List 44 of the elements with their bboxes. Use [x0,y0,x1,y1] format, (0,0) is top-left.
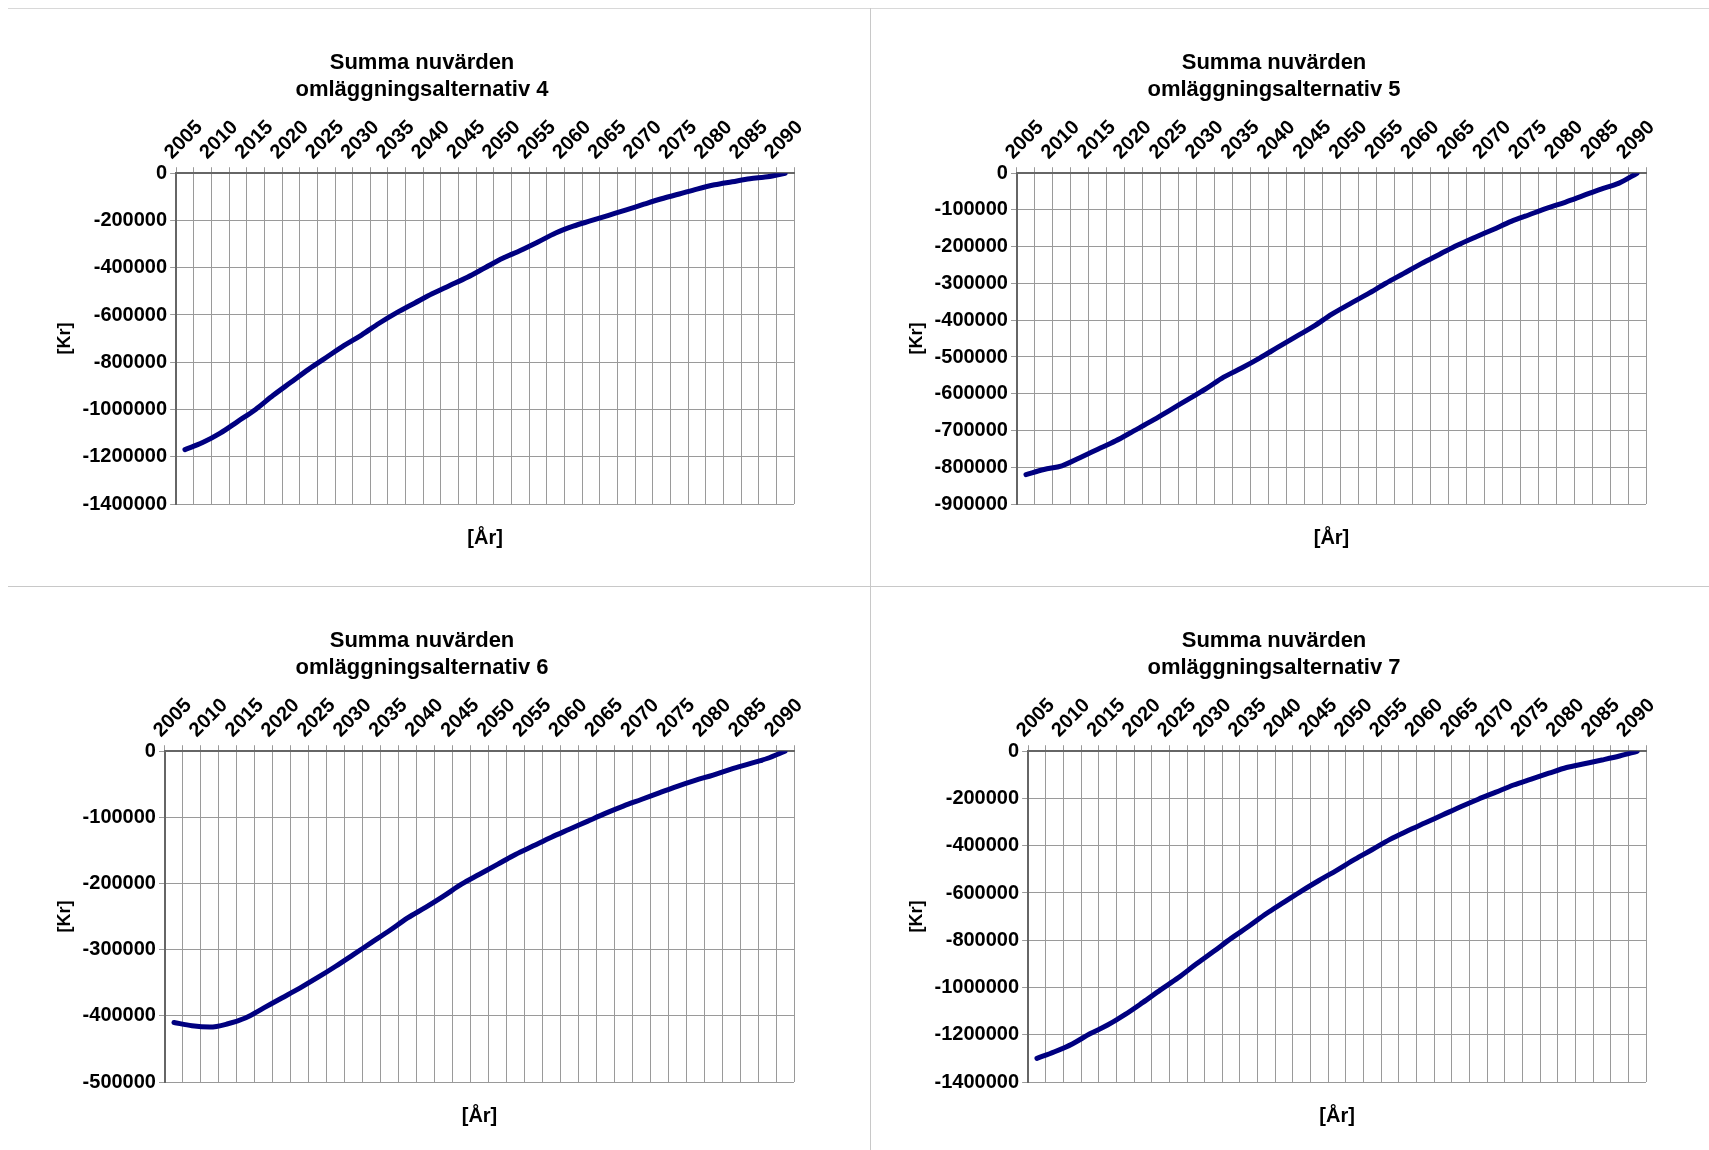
y-tick-label: 0 [144,738,156,761]
y-tick-label: -200000 [934,234,1008,257]
y-tick-label: -200000 [82,871,156,894]
y-tick-label: -500000 [82,1069,156,1092]
y-tick-label: -400000 [934,307,1008,330]
chart-title: Summa nuvärden omläggningsalternativ 6 [295,627,549,679]
y-tick-label: -300000 [934,271,1008,293]
y-tick-label: -300000 [82,937,156,960]
y-tick-label: -1000000 [934,975,1020,998]
y-tick-label: -500000 [934,344,1008,367]
x-axis-title: [År] [467,524,503,548]
y-tick-label: 0 [156,160,168,183]
y-tick-label: -200000 [945,786,1020,808]
y-axis-title: [Kr] [905,900,926,933]
y-tick-label: -700000 [934,418,1008,441]
x-axis-title: [År] [461,1102,498,1126]
y-axis-title: [Kr] [53,900,74,933]
y-tick-label: -100000 [934,197,1008,220]
y-tick-label: -1000000 [82,397,168,420]
y-tick-label: -1400000 [934,1069,1020,1092]
y-tick-label: -200000 [93,208,168,230]
x-axis-title: [År] [1319,1102,1355,1126]
y-tick-label: -800000 [945,927,1020,950]
y-tick-label: -900000 [934,491,1008,514]
y-tick-label: -600000 [945,880,1020,903]
y-tick-label: -1400000 [82,491,168,514]
chart-title: Summa nuvärden omläggningsalternativ 5 [1147,49,1401,101]
chart-title: Summa nuvärden omläggningsalternativ 7 [1147,627,1401,679]
y-tick-label: -800000 [93,349,168,372]
y-tick-label: 0 [996,160,1008,183]
y-tick-label: -1200000 [82,444,168,467]
y-tick-label: -800000 [934,454,1008,477]
x-axis-title: [År] [1313,524,1350,548]
y-tick-label: -400000 [93,255,168,278]
chart-title: Summa nuvärden omläggningsalternativ 4 [295,49,550,101]
y-axis-title: [Kr] [53,322,74,355]
y-tick-label: 0 [1008,738,1020,761]
y-tick-label: -1200000 [934,1022,1020,1045]
y-tick-label: -400000 [945,833,1020,856]
y-tick-label: -600000 [93,302,168,325]
y-tick-label: -400000 [82,1003,156,1026]
y-axis-title: [Kr] [905,322,926,355]
y-tick-label: -600000 [934,381,1008,404]
y-tick-label: -100000 [82,804,156,827]
